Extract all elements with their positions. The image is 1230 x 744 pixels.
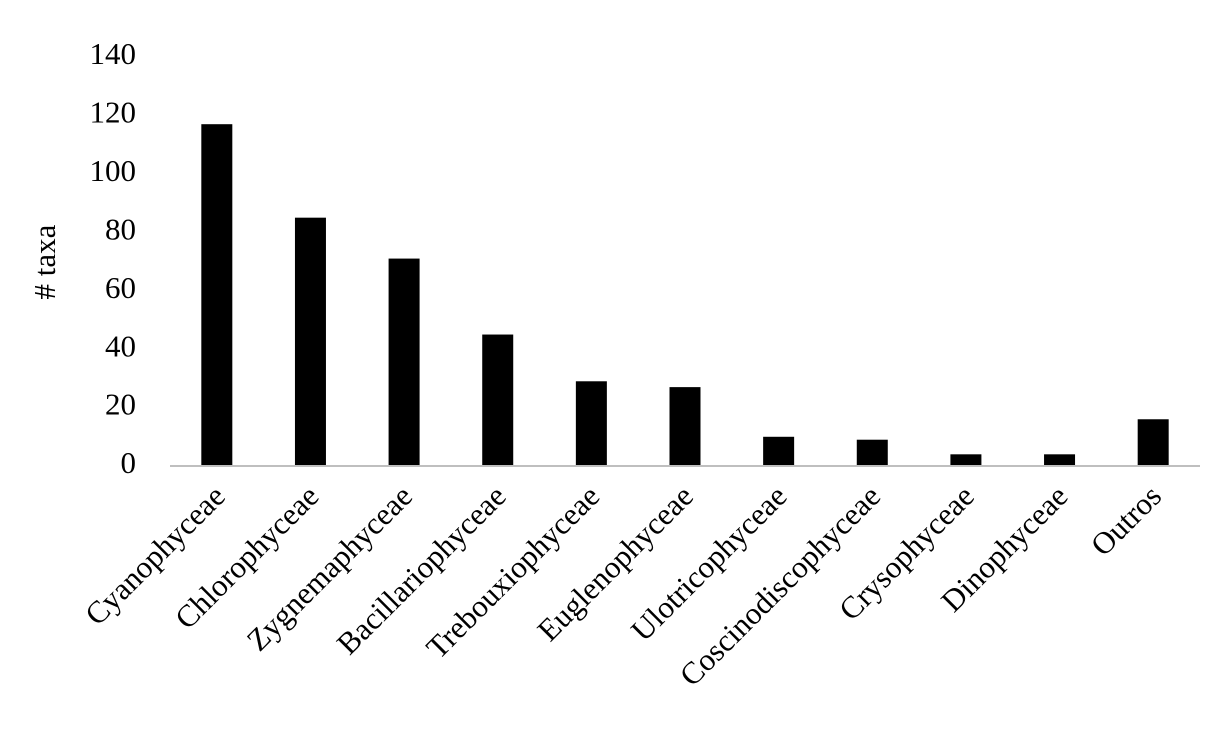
bar <box>482 334 514 466</box>
y-tick-label: 100 <box>90 153 137 188</box>
y-tick-label: 120 <box>90 95 137 130</box>
bar <box>669 387 701 466</box>
bar <box>1044 454 1076 466</box>
x-tick-label: Zygnemaphyceae <box>240 478 419 657</box>
y-tick-label: 80 <box>105 211 136 246</box>
x-tick-label: Outros <box>1084 478 1168 562</box>
y-tick-label: 0 <box>121 445 137 480</box>
y-tick-label: 40 <box>105 328 136 363</box>
bar <box>201 124 233 466</box>
bar <box>1137 419 1169 466</box>
bar <box>763 436 795 466</box>
x-tick-label: Trebouxiophyceae <box>419 478 606 665</box>
y-axis-label: # taxa <box>27 224 62 299</box>
bar <box>294 217 326 466</box>
y-tick-label: 60 <box>105 270 136 305</box>
bar <box>575 381 607 466</box>
y-tick-label: 140 <box>90 36 137 71</box>
x-tick-label: Bacillariophyceae <box>330 478 513 661</box>
y-tick-label: 20 <box>105 387 136 422</box>
bar <box>856 439 888 466</box>
bar <box>388 258 420 466</box>
bar <box>950 454 982 466</box>
